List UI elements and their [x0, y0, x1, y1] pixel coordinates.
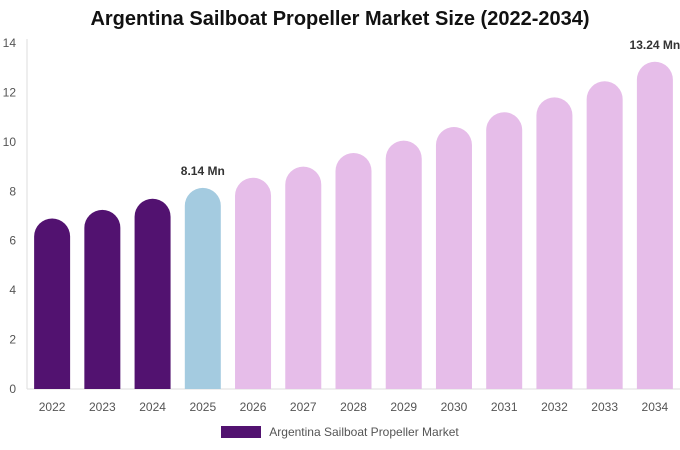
y-tick-label: 10: [3, 135, 17, 149]
x-tick-label: 2033: [591, 400, 618, 414]
bar-2029: [385, 140, 422, 389]
y-tick-label: 0: [9, 382, 16, 396]
bar-2030: [435, 127, 472, 389]
x-tick-label: 2030: [441, 400, 468, 414]
x-tick-label: 2028: [340, 400, 367, 414]
bar-2023: [84, 209, 121, 389]
bar-2032: [536, 97, 573, 389]
x-tick-label: 2034: [642, 400, 669, 414]
y-tick-label: 8: [9, 184, 16, 198]
y-tick-label: 4: [9, 283, 16, 297]
x-tick-label: 2023: [89, 400, 116, 414]
y-tick-label: 14: [3, 36, 17, 50]
bar-2033: [586, 81, 623, 390]
chart-title: Argentina Sailboat Propeller Market Size…: [90, 8, 590, 30]
data-label: 8.14 Mn: [181, 164, 225, 178]
legend-label: Argentina Sailboat Propeller Market: [269, 425, 459, 439]
x-tick-label: 2025: [189, 400, 216, 414]
legend: Argentina Sailboat Propeller Market: [0, 425, 680, 439]
bar-2028: [335, 152, 372, 389]
bar-2034: [636, 61, 673, 389]
bar-2031: [486, 112, 523, 389]
bar-2025: [184, 187, 221, 389]
x-tick-label: 2026: [240, 400, 267, 414]
x-tick-label: 2024: [139, 400, 166, 414]
y-tick-label: 2: [9, 333, 16, 347]
bar-2022: [34, 218, 71, 389]
y-tick-label: 12: [3, 85, 17, 99]
bar-2024: [134, 198, 171, 389]
data-label: 13.24 Mn: [630, 38, 680, 52]
y-tick-label: 6: [9, 234, 16, 248]
x-tick-label: 2032: [541, 400, 568, 414]
x-tick-label: 2029: [390, 400, 417, 414]
bar-2026: [235, 177, 272, 389]
x-tick-label: 2027: [290, 400, 317, 414]
legend-swatch: [221, 426, 262, 438]
x-tick-label: 2031: [491, 400, 518, 414]
bar-2027: [285, 166, 322, 389]
x-tick-label: 2022: [39, 400, 66, 414]
